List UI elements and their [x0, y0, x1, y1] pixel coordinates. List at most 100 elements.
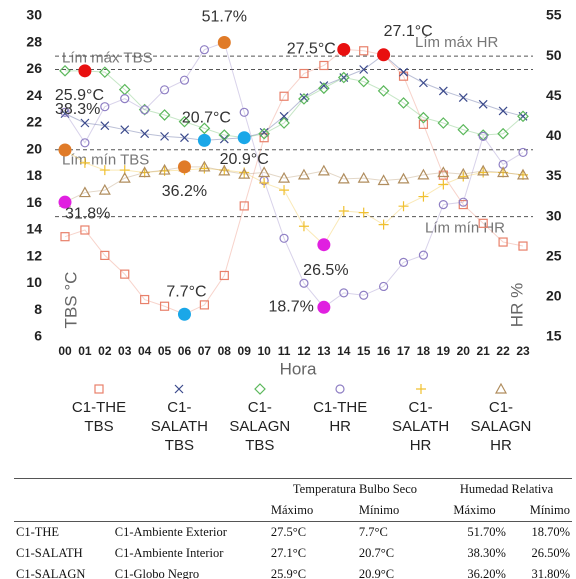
x-tick-label: 01 — [78, 344, 92, 358]
annotation-dot — [177, 307, 191, 321]
marker — [140, 105, 150, 115]
sub-header: Mínimo — [529, 503, 570, 517]
annotation-label: 36.2% — [162, 183, 207, 200]
cell: 20.9°C — [358, 567, 395, 579]
marker — [59, 64, 71, 77]
y-tick-label: 24 — [26, 87, 42, 103]
marker — [100, 121, 110, 131]
y-tick-label: 6 — [34, 328, 42, 344]
marker — [458, 199, 468, 210]
legend-label: C1-SALAGN HR — [470, 399, 532, 454]
annotation-dot — [197, 133, 211, 147]
marker — [418, 119, 429, 129]
legend-marker — [94, 384, 104, 394]
marker — [199, 45, 209, 55]
x-tick-label: 04 — [138, 344, 152, 358]
annotation-dot — [58, 195, 72, 209]
legend-item: C1-SALATH TBS — [140, 382, 218, 455]
legend-marker — [253, 383, 266, 395]
marker — [458, 171, 469, 182]
y-tick-label: 8 — [34, 301, 42, 317]
marker — [298, 93, 310, 105]
y-tick-label: 10 — [26, 274, 42, 290]
y-tick-label: 12 — [26, 247, 42, 263]
marker — [253, 383, 266, 395]
marker — [118, 171, 131, 183]
legend-marker — [174, 384, 184, 394]
marker — [497, 166, 510, 178]
sub-header: Máximo — [270, 503, 314, 517]
marker — [279, 185, 290, 196]
cell: 51.70% — [441, 521, 508, 543]
x-tick-label: 10 — [257, 344, 271, 358]
marker — [80, 225, 90, 235]
x-tick-label: 16 — [377, 344, 391, 358]
cell: C1-Ambiente Exterior — [112, 521, 269, 543]
annotation-dot — [78, 64, 92, 78]
marker — [120, 269, 130, 279]
y-tick-label: 28 — [26, 33, 42, 49]
marker — [497, 127, 509, 140]
annotation-label: 38.3% — [55, 101, 100, 118]
marker — [477, 164, 490, 176]
marker — [178, 115, 191, 128]
cell: C1-Ambiente Interior — [114, 546, 224, 560]
marker — [359, 290, 369, 300]
marker — [299, 68, 309, 79]
annotation-dot — [177, 160, 191, 174]
marker — [199, 300, 209, 310]
cell: C1-Globo Negro — [114, 567, 200, 579]
marker — [259, 127, 269, 137]
marker — [337, 172, 350, 184]
legend-label: C1-SALAGN TBS — [229, 399, 291, 454]
marker — [79, 157, 90, 168]
annotation-label: 18.7% — [268, 299, 313, 316]
annotation-dot — [58, 143, 72, 157]
marker — [359, 65, 369, 74]
legend: C1-THE TBS C1-SALATH TBS C1-SALAGN TBS C1-T… — [60, 382, 540, 455]
table-header-row: Temperatura Bulbo Seco Humedad Relativa — [14, 478, 572, 500]
marker — [317, 164, 330, 176]
annotation-label: 20.9°C — [220, 151, 269, 168]
marker — [279, 111, 289, 121]
y2-tick-label: 35 — [546, 167, 562, 183]
marker — [179, 75, 190, 85]
marker — [457, 123, 470, 136]
marker — [437, 166, 450, 178]
y-tick-label: 14 — [26, 221, 42, 237]
annotation-dot — [317, 238, 331, 252]
legend-marker — [494, 382, 507, 394]
marker — [377, 85, 390, 97]
marker — [279, 91, 289, 101]
y-tick-label: 22 — [26, 114, 42, 130]
marker — [458, 197, 468, 207]
marker — [98, 66, 111, 79]
marker — [379, 281, 389, 292]
marker — [198, 122, 211, 135]
marker — [219, 270, 229, 281]
series-line — [64, 41, 524, 308]
x-axis-title: Hora — [280, 359, 317, 378]
marker — [80, 118, 90, 128]
annotation-dot — [337, 42, 351, 56]
cell: 18.70% — [507, 521, 572, 543]
marker — [418, 250, 429, 260]
y2-tick-label: 15 — [546, 328, 562, 344]
legend-marker — [335, 384, 345, 394]
cell: 27.5°C — [268, 521, 357, 543]
marker — [498, 237, 508, 247]
annotation-label: 51.7% — [202, 9, 247, 26]
marker — [398, 257, 409, 267]
cell: 27.1°C — [270, 546, 307, 560]
x-tick-label: 12 — [297, 344, 311, 358]
marker — [80, 138, 90, 148]
marker — [279, 233, 289, 243]
marker — [218, 129, 231, 141]
annotation-label: 25.9°C — [55, 87, 104, 104]
annotation-dot — [317, 300, 331, 314]
marker — [319, 60, 329, 71]
annotation-label: 20.7°C — [182, 110, 231, 127]
marker — [60, 109, 70, 119]
marker — [516, 168, 530, 180]
x-tick-label: 17 — [397, 344, 411, 358]
